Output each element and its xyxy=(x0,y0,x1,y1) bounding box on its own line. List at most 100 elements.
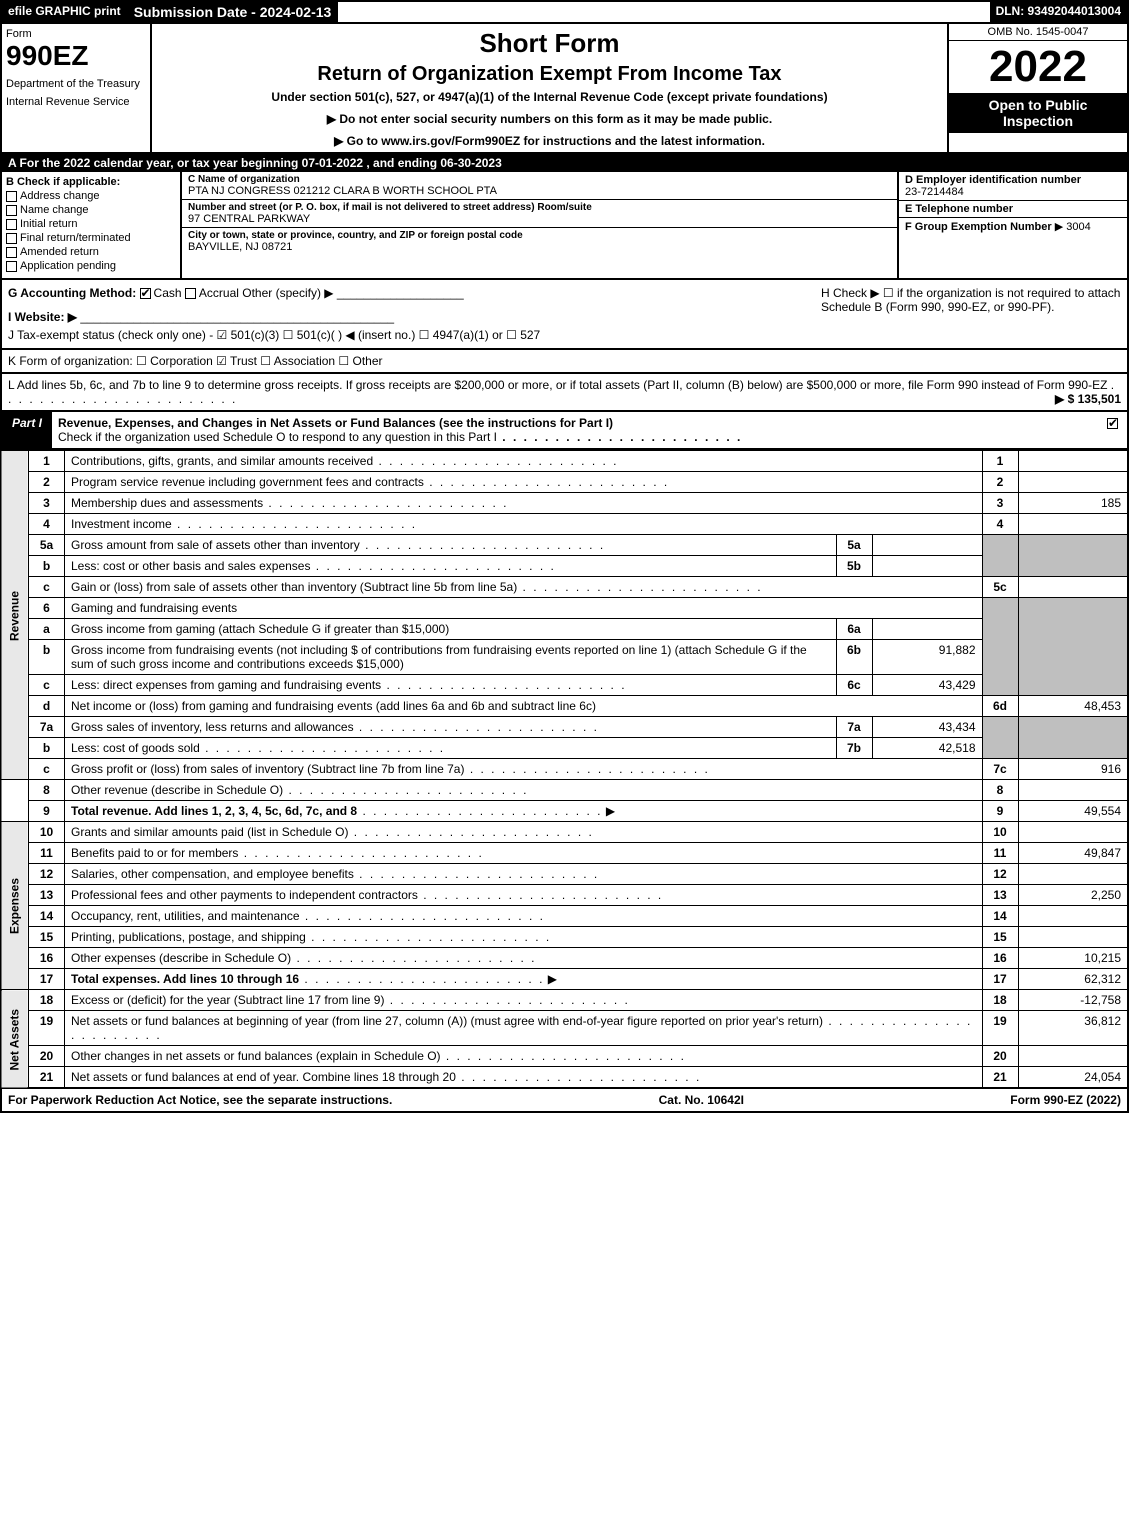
ln6b-mn: 6b xyxy=(836,640,872,675)
line-a: A For the 2022 calendar year, or tax yea… xyxy=(0,154,1129,172)
part-i-sub: Check if the organization used Schedule … xyxy=(58,430,497,444)
omb-number: OMB No. 1545-0047 xyxy=(949,24,1127,41)
ln7c-num: c xyxy=(29,759,65,780)
side-revenue: Revenue xyxy=(1,451,29,780)
ln4-num: 4 xyxy=(29,514,65,535)
lbl-amended: Amended return xyxy=(20,246,99,258)
ln9-rn: 9 xyxy=(982,801,1018,822)
open-public: Open to Public xyxy=(953,97,1123,113)
section-gh: G Accounting Method: Cash Accrual Other … xyxy=(0,280,1129,350)
ln7b-mv: 42,518 xyxy=(872,738,982,759)
l-gross-receipts: L Add lines 5b, 6c, and 7b to line 9 to … xyxy=(0,374,1129,412)
ln19-rn: 19 xyxy=(982,1011,1018,1046)
c-name-lbl: C Name of organization xyxy=(188,174,891,185)
chk-final[interactable] xyxy=(6,233,17,244)
ln7c-rn: 7c xyxy=(982,759,1018,780)
form-number: 990EZ xyxy=(6,40,146,72)
ln2-text: Program service revenue including govern… xyxy=(71,475,424,489)
ln7b-num: b xyxy=(29,738,65,759)
ln16-val: 10,215 xyxy=(1018,948,1128,969)
ln6c-mv: 43,429 xyxy=(872,675,982,696)
dept-irs: Internal Revenue Service xyxy=(6,96,146,108)
goto-note[interactable]: ▶ Go to www.irs.gov/Form990EZ for instru… xyxy=(160,134,939,148)
ln12-text: Salaries, other compensation, and employ… xyxy=(71,867,354,881)
ln6-num: 6 xyxy=(29,598,65,619)
ln16-rn: 16 xyxy=(982,948,1018,969)
ln10-text: Grants and similar amounts paid (list in… xyxy=(71,825,348,839)
dln: DLN: 93492044013004 xyxy=(990,2,1127,22)
ln1-rn: 1 xyxy=(982,451,1018,472)
ln5c-rn: 5c xyxy=(982,577,1018,598)
ln14-num: 14 xyxy=(29,906,65,927)
ln19-val: 36,812 xyxy=(1018,1011,1128,1046)
ln18-rn: 18 xyxy=(982,990,1018,1011)
footer-left: For Paperwork Reduction Act Notice, see … xyxy=(8,1093,392,1107)
footer-right: Form 990-EZ (2022) xyxy=(1010,1093,1121,1107)
lbl-initial: Initial return xyxy=(20,218,77,230)
j-tax-exempt: J Tax-exempt status (check only one) - ☑… xyxy=(8,328,821,342)
ln10-rn: 10 xyxy=(982,822,1018,843)
chk-pending[interactable] xyxy=(6,261,17,272)
ln2-rn: 2 xyxy=(982,472,1018,493)
ln6c-mn: 6c xyxy=(836,675,872,696)
part-i-title: Revenue, Expenses, and Changes in Net As… xyxy=(58,416,613,430)
chk-amended[interactable] xyxy=(6,247,17,258)
ln6b-mv: 91,882 xyxy=(872,640,982,675)
ln15-rn: 15 xyxy=(982,927,1018,948)
ln2-num: 2 xyxy=(29,472,65,493)
chk-cash[interactable] xyxy=(140,288,151,299)
form-header: Form 990EZ Department of the Treasury In… xyxy=(0,24,1129,154)
ln7c-val: 916 xyxy=(1018,759,1128,780)
ln20-num: 20 xyxy=(29,1046,65,1067)
ln6a-mv xyxy=(872,619,982,640)
g-label: G Accounting Method: xyxy=(8,286,136,300)
ln15-val xyxy=(1018,927,1128,948)
tax-year: 2022 xyxy=(949,41,1127,93)
ln1-text: Contributions, gifts, grants, and simila… xyxy=(71,454,373,468)
ln6b-num: b xyxy=(29,640,65,675)
l-text: L Add lines 5b, 6c, and 7b to line 9 to … xyxy=(8,378,1107,392)
ln1-num: 1 xyxy=(29,451,65,472)
ln3-num: 3 xyxy=(29,493,65,514)
ln5c-num: c xyxy=(29,577,65,598)
ln7a-mv: 43,434 xyxy=(872,717,982,738)
chk-initial[interactable] xyxy=(6,219,17,230)
b-header: B Check if applicable: xyxy=(6,176,120,188)
ln6d-num: d xyxy=(29,696,65,717)
side-net-assets: Net Assets xyxy=(1,990,29,1089)
ln5a-mn: 5a xyxy=(836,535,872,556)
ln6d-text: Net income or (loss) from gaming and fun… xyxy=(65,696,983,717)
ln11-rn: 11 xyxy=(982,843,1018,864)
org-city: BAYVILLE, NJ 08721 xyxy=(188,241,891,253)
ln14-text: Occupancy, rent, utilities, and maintena… xyxy=(71,909,300,923)
ln21-val: 24,054 xyxy=(1018,1067,1128,1089)
ln9-text: Total revenue. Add lines 1, 2, 3, 4, 5c,… xyxy=(71,804,357,818)
chk-schedule-o[interactable] xyxy=(1107,418,1118,429)
ln13-val: 2,250 xyxy=(1018,885,1128,906)
ln10-num: 10 xyxy=(29,822,65,843)
ln7a-mn: 7a xyxy=(836,717,872,738)
ln21-num: 21 xyxy=(29,1067,65,1089)
ln1-val xyxy=(1018,451,1128,472)
lbl-name: Name change xyxy=(20,204,89,216)
ln17-rn: 17 xyxy=(982,969,1018,990)
part-i-label: Part I xyxy=(2,412,52,448)
ln14-rn: 14 xyxy=(982,906,1018,927)
efile-label[interactable]: efile GRAPHIC print xyxy=(2,2,128,22)
org-addr: 97 CENTRAL PARKWAY xyxy=(188,213,891,225)
c-city-lbl: City or town, state or province, country… xyxy=(188,230,891,241)
ln5c-text: Gain or (loss) from sale of assets other… xyxy=(71,580,517,594)
lbl-pending: Application pending xyxy=(20,260,116,272)
lines-table: Revenue 1 Contributions, gifts, grants, a… xyxy=(0,450,1129,1089)
ln7a-num: 7a xyxy=(29,717,65,738)
ln8-num: 8 xyxy=(29,780,65,801)
chk-name[interactable] xyxy=(6,205,17,216)
ln13-num: 13 xyxy=(29,885,65,906)
chk-address[interactable] xyxy=(6,191,17,202)
ln5b-mn: 5b xyxy=(836,556,872,577)
ln12-num: 12 xyxy=(29,864,65,885)
chk-accrual[interactable] xyxy=(185,288,196,299)
ln5b-num: b xyxy=(29,556,65,577)
ln9-val: 49,554 xyxy=(1018,801,1128,822)
inspection: Inspection xyxy=(953,113,1123,129)
